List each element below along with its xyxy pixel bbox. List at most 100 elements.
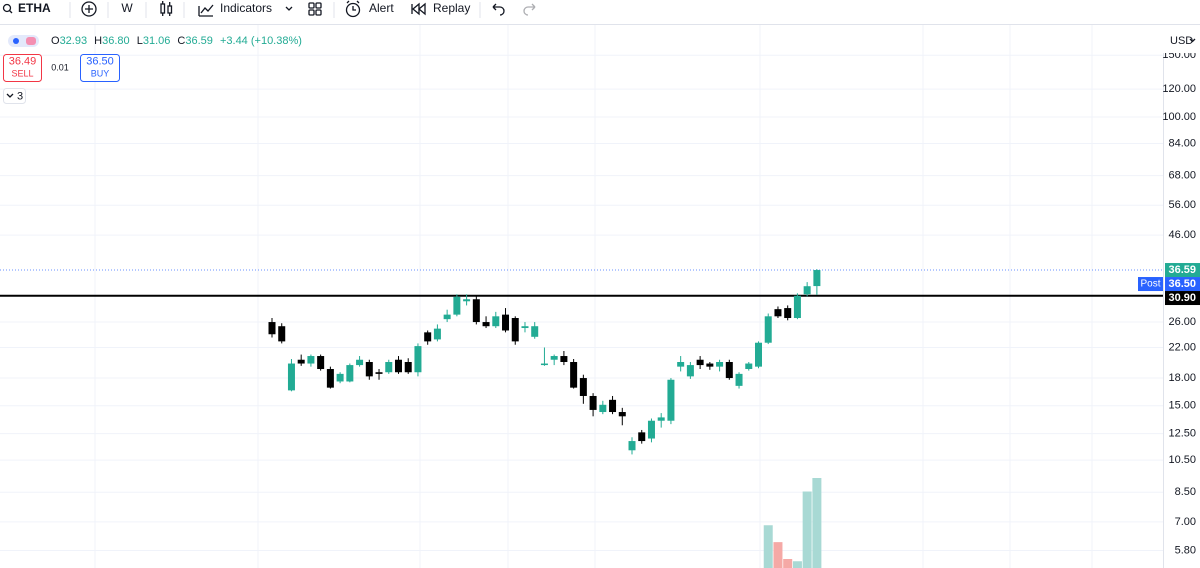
candle-body [492, 316, 500, 327]
chart-type-button[interactable] [160, 1, 173, 16]
candle-body [618, 412, 626, 417]
price-marker-label: 36.50 [1168, 278, 1196, 290]
high-label: H [94, 35, 102, 47]
price-marker-label: 30.90 [1168, 292, 1196, 304]
chevron [6, 93, 14, 98]
indicators-button[interactable]: Indicators [198, 1, 293, 17]
layout-icon [308, 2, 315, 9]
chevron [285, 6, 293, 11]
candle-body [326, 369, 334, 388]
price-marker [1165, 263, 1200, 278]
candle-body [414, 346, 422, 373]
candle-body [404, 362, 412, 373]
candle-body [696, 359, 704, 366]
buy-button[interactable]: 36.50 BUY [80, 54, 120, 82]
candle-body [365, 362, 373, 377]
candle-body [599, 404, 607, 413]
open-label: O [51, 35, 60, 47]
y-tick-label: 8.50 [1175, 486, 1196, 498]
close-label: C [177, 35, 185, 47]
candle-body [560, 356, 568, 363]
candle-body [579, 378, 587, 396]
change: +3.44 (+10.38%) [220, 35, 302, 47]
candle-body [394, 359, 402, 373]
y-tick-label: 10.50 [1168, 454, 1196, 466]
volume-bar [812, 478, 822, 568]
y-tick-label: 84.00 [1168, 137, 1196, 149]
volume-bar [792, 561, 802, 568]
candle-icon [162, 1, 171, 16]
candle-body [725, 362, 733, 379]
y-tick-label: 22.00 [1168, 341, 1196, 353]
candle-body [307, 356, 315, 364]
currency[interactable]: USD [1170, 35, 1193, 47]
post-tag [1138, 277, 1163, 292]
candle-body [677, 362, 685, 367]
interval[interactable]: W [121, 1, 133, 15]
candle-body [336, 373, 344, 382]
candle-body [511, 318, 519, 342]
candle-body [550, 356, 558, 360]
indicators-icon [198, 4, 214, 17]
layout-icon [308, 9, 315, 16]
candle-body [638, 432, 646, 442]
compare-button[interactable] [81, 1, 97, 17]
replay-button[interactable]: Replay [411, 1, 470, 16]
search-icon [9, 10, 13, 14]
y-tick-label: 12.50 [1168, 427, 1196, 439]
candle-body [433, 328, 441, 340]
spread: 0.01 [51, 62, 69, 72]
candle-body [346, 365, 354, 382]
layout-icon [315, 9, 322, 16]
y-tick-label: 120.00 [1162, 83, 1196, 95]
toggle-box [3, 88, 26, 104]
ohlc: O32.93 H36.80 L31.06 C36.59 +3.44 (+10.3… [51, 35, 302, 47]
post-tag-label: Post [1140, 279, 1160, 290]
toolbar-bg [0, 0, 1200, 24]
candle-body [647, 420, 655, 439]
candle-body [755, 342, 762, 367]
price-axis: 150.00120.00100.0084.0068.0056.0046.0026… [1162, 25, 1200, 568]
buy-price: 36.50 [86, 55, 114, 67]
candle-body [745, 363, 753, 370]
alert-label: Alert [369, 1, 394, 15]
y-tick-label: 46.00 [1168, 229, 1196, 241]
sell-button[interactable]: 36.49 SELL [3, 54, 42, 82]
undo-button[interactable] [492, 3, 505, 16]
chevron [1189, 38, 1196, 43]
volume-bar [783, 559, 793, 568]
candle-body [784, 308, 792, 319]
layouts-button[interactable] [308, 2, 322, 16]
candle-body [589, 395, 597, 410]
y-tick-label: 26.00 [1168, 316, 1196, 328]
high: 36.80 [102, 35, 130, 47]
buy-label: BUY [91, 68, 110, 78]
volume-bar [763, 525, 773, 568]
indicators-label: Indicators [220, 1, 272, 15]
redo-button[interactable] [523, 3, 536, 16]
toolbar: ETHA W Indicators Alert Replay [0, 0, 1200, 25]
candle-body [609, 399, 617, 413]
candle-body [706, 363, 714, 367]
plot [0, 269, 1163, 568]
alert-button[interactable]: Alert [345, 0, 395, 18]
candle-body [502, 314, 510, 331]
volume-bar [773, 542, 783, 568]
candle-body [570, 362, 578, 388]
alert-icon [346, 0, 360, 11]
candle-body [268, 322, 276, 335]
toggle-icon [13, 38, 19, 44]
symbol-search[interactable]: ETHA [2, 1, 52, 15]
candle-body [317, 356, 325, 370]
indicators-toggle[interactable]: 3 [3, 88, 26, 104]
open: 32.93 [60, 35, 88, 47]
volume-bar [802, 491, 812, 568]
candle-body [667, 379, 675, 421]
search-icon [2, 3, 12, 13]
candle-body [385, 362, 393, 373]
candle-body [793, 295, 801, 319]
axis-header [1163, 25, 1200, 53]
symbol: ETHA [18, 1, 51, 15]
